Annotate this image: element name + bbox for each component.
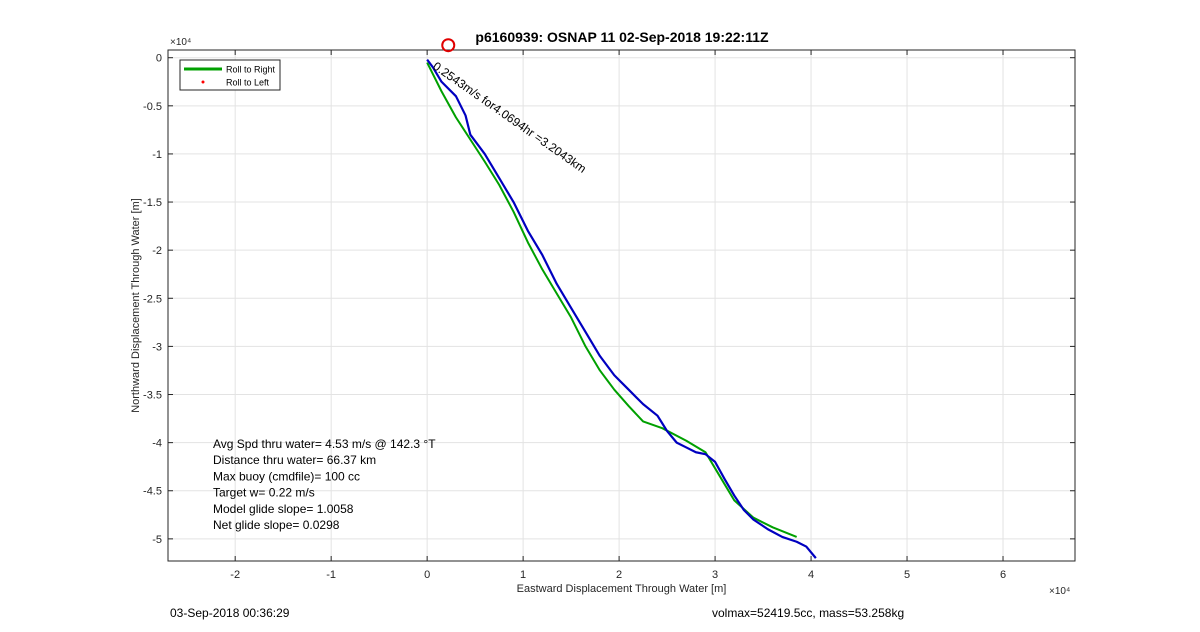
start-marker — [441, 38, 456, 53]
stats-annotation: Net glide slope= 0.0298 — [213, 518, 340, 532]
x-tick-label: 5 — [904, 569, 910, 581]
y-exponent-label: ×10⁴ — [170, 37, 191, 48]
x-tick-label: 6 — [1000, 569, 1006, 581]
x-tick-label: 3 — [712, 569, 718, 581]
chart-title: p6160939: OSNAP 11 02-Sep-2018 19:22:11Z — [475, 29, 769, 45]
y-tick-label: -1.5 — [143, 197, 162, 209]
stats-annotation: Distance thru water= 66.37 km — [213, 453, 376, 467]
y-tick-label: -5 — [152, 534, 162, 546]
axes-box — [167, 49, 1076, 562]
x-tick-label: -1 — [326, 569, 336, 581]
x-exponent-label: ×10⁴ — [1049, 586, 1070, 597]
x-tick-label: 0 — [424, 569, 430, 581]
y-tick-label: -1 — [152, 149, 162, 161]
y-axis-label: Northward Displacement Through Water [m] — [130, 198, 142, 413]
x-axis-label: Eastward Displacement Through Water [m] — [517, 583, 727, 595]
y-tick-label: -2.5 — [143, 293, 162, 305]
y-tick-label: -3.5 — [143, 390, 162, 402]
footer-vehicle-info: volmax=52419.5cc, mass=53.258kg — [712, 606, 905, 620]
y-tick-label: -4.5 — [143, 486, 162, 498]
stats-annotation: Model glide slope= 1.0058 — [213, 502, 354, 516]
y-tick-label: -4 — [152, 438, 162, 450]
x-tick-label: 2 — [616, 569, 622, 581]
y-tick-label: 0 — [156, 53, 162, 65]
y-tick-label: -3 — [152, 341, 162, 353]
stats-annotation: Target w= 0.22 m/s — [213, 486, 315, 500]
x-tick-label: 1 — [520, 569, 526, 581]
x-tick-label: -2 — [230, 569, 240, 581]
stats-annotation: Max buoy (cmdfile)= 100 cc — [213, 469, 360, 483]
series-line-track — [426, 58, 817, 559]
stats-annotation: Avg Spd thru water= 4.53 m/s @ 142.3 °T — [213, 437, 436, 451]
footer-timestamp: 03-Sep-2018 00:36:29 — [170, 606, 290, 620]
y-tick-label: -2 — [152, 245, 162, 257]
x-tick-label: 4 — [808, 569, 814, 581]
plot-area — [168, 50, 1075, 561]
legend-box — [179, 59, 281, 91]
legend-entry-label: Roll to Right — [226, 65, 276, 75]
legend-point-swatch — [201, 80, 205, 84]
y-tick-label: -0.5 — [143, 101, 162, 113]
legend-entry-label: Roll to Left — [226, 78, 270, 88]
series-line-roll-to-right — [426, 62, 798, 538]
